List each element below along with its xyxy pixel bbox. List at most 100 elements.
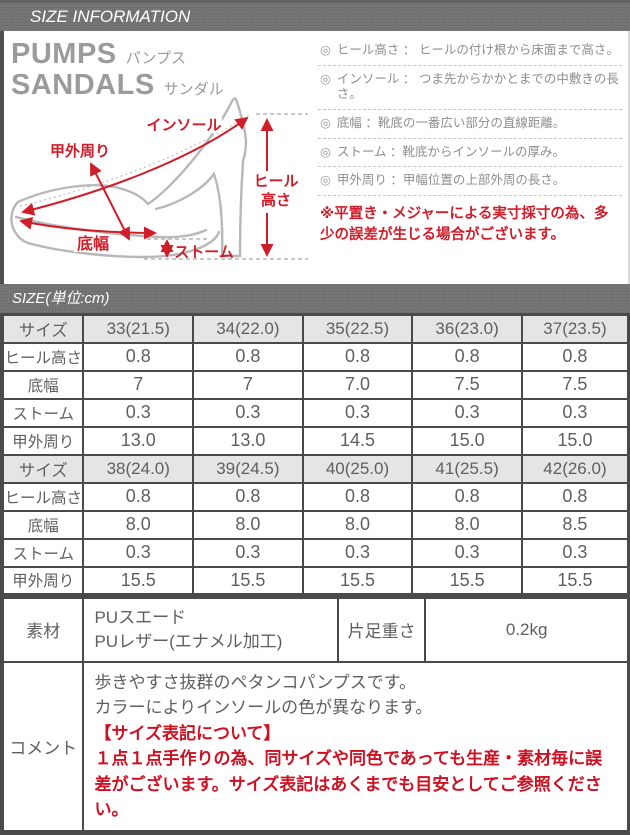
table-row: ヒール高さ 0.8 0.8 0.8 0.8 0.8: [0, 341, 630, 372]
bullseye-icon: ◎: [320, 115, 331, 130]
value-cell: 7.5: [520, 369, 630, 400]
glossary-text: ストーム ：靴底からインソールの厚み。: [336, 144, 566, 159]
value-cell: 15.5: [411, 565, 523, 596]
material-line: PUスエード: [94, 607, 187, 627]
table-row: 甲外周り 15.5 15.5 15.5 15.5 15.5: [0, 565, 630, 596]
value-cell: 7.0: [301, 369, 414, 400]
size-cell: 41(25.5): [411, 453, 523, 484]
value-cell: 15.5: [301, 565, 414, 596]
bullseye-icon: ◎: [320, 144, 331, 159]
glossary-panel: ◎ ヒール高さ ： ヒールの付け根から床面まで高さ。 ◎ インソール ： つま先…: [316, 31, 628, 284]
weight-value: 0.2kg: [424, 596, 630, 663]
comment-line: 歩きやすさ抜群のペタンコパンプスです。: [94, 672, 417, 692]
comment-red-body: １点１点手作りの為、同サイズや同色であっても生産・素材毎に誤差がございます。サイ…: [94, 749, 603, 819]
value-cell: 0.8: [411, 481, 523, 512]
sole-width-label: 底幅: [77, 234, 109, 253]
value-cell: 0.3: [192, 397, 304, 428]
value-cell: 0.3: [411, 537, 523, 568]
value-cell: 0.3: [301, 537, 414, 568]
size-cell: 35(22.5): [301, 313, 414, 344]
value-cell: 8.0: [411, 509, 523, 540]
row-label: 甲外周り: [0, 565, 85, 596]
size-cell: 36(23.0): [411, 313, 523, 344]
row-label: 底幅: [0, 369, 85, 400]
value-cell: 0.3: [192, 537, 304, 568]
table-row: ストーム 0.3 0.3 0.3 0.3 0.3: [0, 537, 630, 568]
value-cell: 0.3: [301, 397, 414, 428]
sole-width-arrow: [19, 216, 157, 240]
title-row-pumps: PUMPS パンプス: [11, 40, 316, 69]
comment-red-heading: 【サイズ表記について】: [94, 723, 281, 743]
table-row: ストーム 0.3 0.3 0.3 0.3 0.3: [0, 397, 630, 428]
value-cell: 7.5: [411, 369, 523, 400]
storm-label: ストーム: [174, 244, 234, 261]
value-cell: 0.8: [411, 341, 523, 372]
row-label: ストーム: [0, 397, 85, 428]
value-cell: 0.8: [192, 481, 304, 512]
material-line: PUレザー(エナメル加工): [94, 631, 283, 651]
glossary-item-instep: ◎ 甲外周り ：甲幅位置の上部外周の長さ。: [318, 167, 622, 196]
title-sandals-en: SANDALS: [11, 69, 155, 101]
heel-height-label-line2: 高さ: [261, 191, 291, 209]
label-backings: [42, 116, 301, 252]
value-cell: 8.0: [301, 509, 414, 540]
value-cell: 0.8: [301, 341, 414, 372]
instep-label: 甲外周り: [50, 142, 110, 160]
row-label: 甲外周り: [0, 425, 85, 456]
title-sandals-ja: サンダル: [163, 81, 224, 98]
comment-row: コメント 歩きやすさ抜群のペタンコパンプスです。 カラーによりインソールの色が異…: [0, 660, 630, 832]
row-label: サイズ: [0, 453, 85, 484]
value-cell: 8.5: [520, 509, 630, 540]
bullseye-icon: ◎: [320, 71, 331, 86]
product-type-titles: PUMPS パンプス SANDALS サンダル: [4, 31, 316, 100]
glossary-text: ヒール高さ ： ヒールの付け根から床面まで高さ。: [336, 43, 619, 57]
weight-label: 片足重さ: [336, 596, 427, 663]
value-cell: 15.0: [411, 425, 523, 456]
size-cell: 38(24.0): [82, 453, 195, 484]
size-cell: 40(25.0): [301, 453, 414, 484]
value-cell: 7: [192, 369, 304, 400]
row-label: ストーム: [0, 537, 85, 568]
value-cell: 0.8: [192, 341, 304, 372]
material-value: PUスエード PUレザー(エナメル加工): [82, 596, 339, 663]
value-cell: 15.5: [82, 565, 195, 596]
value-cell: 0.8: [520, 341, 630, 372]
insole-arrow: [21, 116, 249, 216]
section-header-size-information: SIZE INFORMATION: [0, 0, 630, 31]
bullseye-icon: ◎: [320, 43, 331, 57]
row-label: 底幅: [0, 509, 85, 540]
value-cell: 0.3: [520, 397, 630, 428]
bottom-border-bar: [0, 832, 630, 835]
title-pumps-en: PUMPS: [11, 38, 117, 70]
value-cell: 8.0: [82, 509, 195, 540]
instep-arrow: [90, 162, 130, 241]
value-cell: 0.3: [82, 537, 195, 568]
table-row: サイズ 38(24.0) 39(24.5) 40(25.0) 41(25.5) …: [0, 453, 630, 484]
row-label: ヒール高さ: [0, 341, 85, 372]
glossary-text: 底幅 ：靴底の一番広い部分の直線距離。: [336, 115, 566, 130]
table-row: ヒール高さ 0.8 0.8 0.8 0.8 0.8: [0, 481, 630, 512]
value-cell: 0.3: [520, 537, 630, 568]
insole-label: インソール: [146, 117, 221, 134]
bullseye-icon: ◎: [320, 173, 331, 188]
table-row: 底幅 8.0 8.0 8.0 8.0 8.5: [0, 509, 630, 540]
glossary-item-storm: ◎ ストーム ：靴底からインソールの厚み。: [318, 139, 622, 168]
diagram-panel: PUMPS パンプス SANDALS サンダル: [4, 31, 316, 284]
size-cell: 34(22.0): [192, 313, 304, 344]
comment-content: 歩きやすさ抜群のペタンコパンプスです。 カラーによりインソールの色が異なります。…: [82, 660, 630, 832]
table-row: サイズ 33(21.5) 34(22.0) 35(22.5) 36(23.0) …: [0, 313, 630, 344]
comment-line: カラーによりインソールの色が異なります。: [94, 698, 433, 717]
size-cell: 37(23.5): [520, 313, 630, 344]
size-unit-bar: SIZE(単位:cm): [0, 284, 630, 313]
value-cell: 15.5: [192, 565, 304, 596]
glossary-item-heel-height: ◎ ヒール高さ ： ヒールの付け根から床面まで高さ。: [318, 37, 622, 66]
glossary-item-insole: ◎ インソール ： つま先からかかとまでの中敷きの長さ。: [318, 66, 622, 110]
glossary-item-sole-width: ◎ 底幅 ：靴底の一番広い部分の直線距離。: [318, 110, 622, 139]
value-cell: 0.3: [82, 397, 195, 428]
size-unit-title: SIZE(単位:cm): [12, 290, 110, 307]
shoe-measurement-diagram: インソール 甲外周り ヒール 高さ 底幅 ストーム: [10, 97, 308, 261]
table-row: 底幅 7 7 7.0 7.5 7.5: [0, 369, 630, 400]
value-cell: 0.8: [301, 481, 414, 512]
value-cell: 8.0: [192, 509, 304, 540]
value-cell: 14.5: [301, 425, 414, 456]
